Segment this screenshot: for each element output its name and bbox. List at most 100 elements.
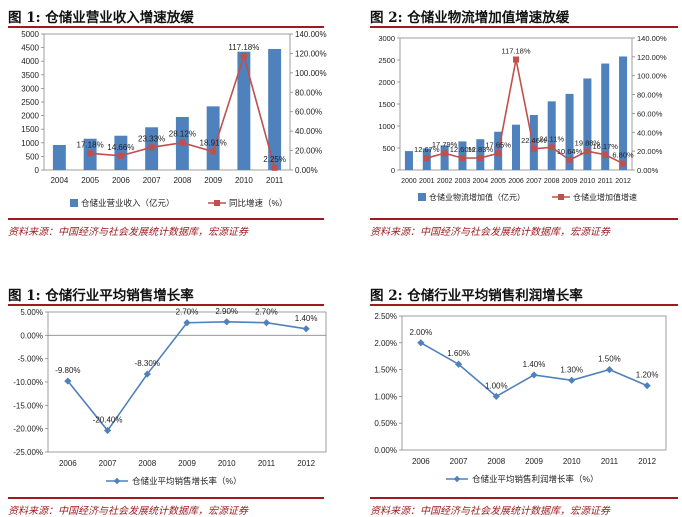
x-tick-label: 2010 [218,459,236,468]
title-rule [8,304,324,306]
x-tick-label: 2011 [601,457,619,466]
x-tick-label: 2005 [81,176,99,185]
x-tick-label: 2009 [562,178,578,185]
panel-sales-growth: 图 1: 仓储行业平均销售增长率 -25.00% -20.00% -15.00% -1… [8,280,338,517]
y-tick-label: 1.00% [374,392,397,401]
y2-tick-label: 40.00% [637,128,663,137]
data-label: 117.18% [228,43,259,52]
y-tick-label: 1.50% [374,366,397,375]
data-label: 22.46% [521,136,547,145]
line-point [602,151,609,158]
line-point [513,56,519,63]
y-tick-label: 0.00% [374,446,397,455]
x-tick-label: 2003 [455,178,471,185]
bar [52,144,66,170]
plot-frame [47,311,327,453]
bar [619,56,628,171]
x-tick-label: 2004 [50,176,68,185]
y-tick-label: 2.00% [374,339,397,348]
line-point [620,160,627,167]
chart-title: 图 1: 仓储业营业收入增速放缓 [8,10,194,26]
chart-sales-growth: -25.00% -20.00% -15.00% -10.00% -5.00% 0.00% 5… [13,307,327,486]
source-note: 资料来源：中国经济与社会发展统计数据库，宏源证券 [8,506,248,517]
y-tick-label: -25.00% [13,448,43,457]
line-point [566,156,573,163]
y2-tick-label: 80.00% [637,91,663,100]
data-label: 1.40% [295,314,318,323]
panel-logistics: 图 2: 仓储业物流增加值增速放缓 0 500 1000 1500 2000 2500 30… [370,0,682,245]
bar [268,48,282,170]
line-point [530,145,537,152]
x-tick-label: 2006 [412,457,430,466]
x-tick-label: 2007 [526,178,542,185]
data-label: 16.17% [593,142,619,151]
data-label: -8.30% [135,359,160,368]
x-tick-label: 2006 [508,178,524,185]
bar [206,106,220,170]
line-point [223,318,231,326]
bar [583,78,592,170]
data-label: 1.50% [598,355,621,364]
y-tick-label: -20.00% [13,425,43,434]
source-rule [8,218,324,220]
y-tick-label: 4500 [21,44,39,53]
source-note: 资料来源：中国经济与社会发展统计数据库，宏源证券 [370,506,610,517]
y-tick-label: 2500 [21,98,39,107]
data-label: 12.83% [468,145,494,154]
line-point [495,150,502,157]
legend-swatch-bar [70,199,78,207]
data-label: 2.25% [263,155,286,164]
x-tick-label: 2007 [143,176,161,185]
data-label: 24.11% [539,134,564,143]
x-tick-label: 2012 [615,178,631,185]
y-tick-label: 500 [26,152,40,161]
bar [565,93,574,170]
chart-logistics: 0 500 1000 1500 2000 2500 3000 0.00% 20.00% 40.00… [378,34,667,202]
line-point [568,376,576,384]
title-rule [8,26,324,28]
y2-tick-label: 100.00% [295,69,327,78]
bar [529,115,538,170]
y2-tick-label: 140.00% [637,34,667,43]
y-tick-label: 1500 [378,100,395,109]
line-point [605,366,614,374]
y-tick-label: 0 [35,166,40,175]
y-tick-label: 2000 [378,78,395,87]
plot-frame [401,315,667,451]
x-tick-label: 2000 [401,178,417,185]
x-tick-label: 2007 [99,459,117,468]
bar [237,51,251,170]
y-tick-label: -15.00% [13,401,43,410]
x-tick-label: 2011 [598,178,613,185]
line-point [117,152,124,159]
data-label: 2.00% [410,328,433,337]
line-point [148,144,155,151]
source-note: 资料来源：中国经济与社会发展统计数据库，宏源证券 [8,227,248,238]
data-label: 6.80% [612,151,634,160]
x-tick-label: 2011 [258,459,276,468]
y-tick-label: -10.00% [13,378,43,387]
data-label: 28.12% [169,130,196,139]
line-point [441,150,448,157]
data-label: 1.00% [485,381,508,390]
x-tick-label: 2010 [580,178,596,185]
data-label: 1.60% [447,349,470,358]
legend-label: 仓储业平均销售增长率（%） [132,476,242,486]
line-point [240,53,247,60]
data-label: 117.18% [501,47,530,56]
legend-swatch-marker [453,475,461,483]
legend-swatch-marker [214,200,220,206]
line-point [530,371,538,379]
data-label: 12.67% [414,145,440,154]
x-tick-label: 2009 [525,457,543,466]
y-tick-label: 1000 [378,122,395,131]
x-tick-label: 2011 [266,176,284,185]
y-tick-label: 2500 [378,56,395,65]
data-label: 2.90% [215,307,238,316]
y2-tick-label: 140.00% [295,30,327,39]
line-point [262,319,271,327]
bar [511,124,521,170]
title-rule [370,304,678,306]
source-rule [370,218,678,220]
x-tick-label: 2008 [544,178,560,185]
